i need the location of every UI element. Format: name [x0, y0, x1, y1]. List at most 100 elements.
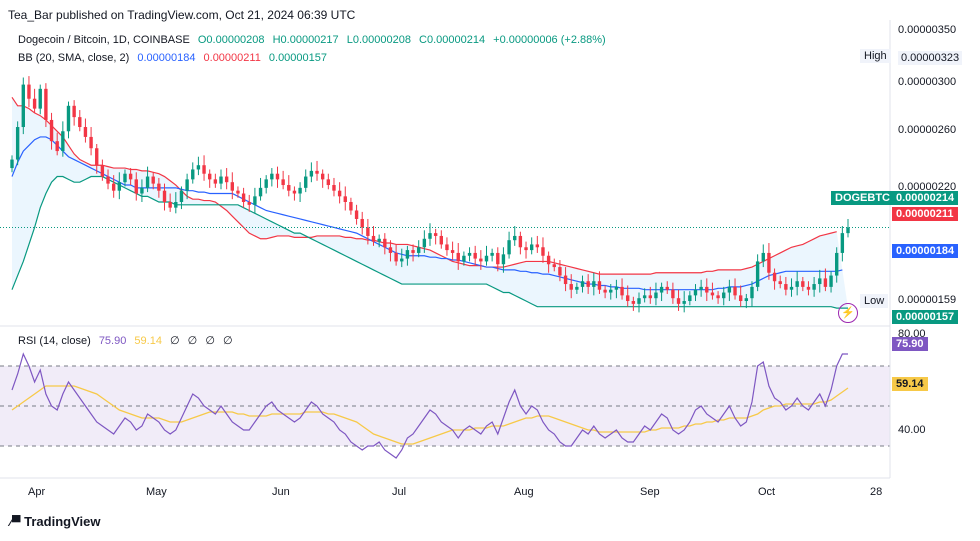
- candle-body: [592, 281, 596, 287]
- candle-body: [671, 289, 675, 299]
- candle-body: [202, 165, 206, 174]
- lightning-icon[interactable]: ⚡: [838, 303, 858, 323]
- candle-body: [332, 185, 336, 191]
- candle-body: [366, 227, 370, 236]
- candle-body: [761, 252, 765, 262]
- candle-body: [174, 202, 178, 208]
- candle-body: [179, 190, 184, 202]
- change-value: +0.00000006 (+2.88%): [493, 34, 606, 46]
- candle-body: [546, 255, 551, 265]
- candle-body: [270, 173, 274, 180]
- candle-body: [83, 127, 88, 137]
- low-label: Low: [860, 294, 889, 308]
- candle-body: [795, 281, 799, 287]
- candle-body: [275, 173, 280, 180]
- last-price-badge: 0.00000214: [892, 191, 959, 205]
- candle-body: [304, 176, 308, 188]
- candle-body: [38, 88, 42, 109]
- candle-body: [72, 105, 76, 118]
- candle-body: [27, 84, 31, 99]
- candle-body: [513, 235, 517, 241]
- time-label-sep: Sep: [640, 486, 660, 498]
- candle-body: [15, 127, 20, 160]
- bb-lower-value: 0.00000157: [268, 52, 328, 64]
- candle-body: [699, 286, 703, 290]
- rsi-line: [11, 352, 848, 459]
- candle-body: [298, 187, 302, 194]
- candle-body: [258, 187, 263, 197]
- symbol-badge: DOGEBTC: [831, 191, 894, 205]
- candle-body: [620, 286, 624, 296]
- candle-body: [784, 284, 788, 290]
- candle-body: [648, 295, 652, 299]
- rsi-tick-40: 40.00: [898, 424, 926, 436]
- price-tick-3: 0.00000260: [898, 124, 957, 136]
- candle-body: [812, 284, 816, 290]
- candle-body: [569, 284, 573, 290]
- rsi-band-fill: [0, 366, 890, 446]
- candle-body: [123, 173, 127, 183]
- candle-body: [541, 247, 545, 256]
- candle-body: [134, 179, 138, 194]
- candle-body: [484, 255, 489, 262]
- time-label-may: May: [146, 486, 167, 498]
- candle-body: [563, 275, 568, 285]
- time-label-28: 28: [870, 486, 883, 498]
- candle-body: [586, 281, 590, 287]
- candle-body: [609, 289, 613, 293]
- candle-body: [456, 252, 460, 262]
- publisher-line: Tea_Bar published on TradingView.com, Oc…: [8, 8, 356, 22]
- candle-body: [597, 281, 602, 290]
- candle-layer: [10, 76, 850, 313]
- candle-body: [61, 131, 65, 152]
- candle-body: [733, 286, 737, 296]
- candle-body: [829, 275, 833, 287]
- candle-body: [349, 202, 353, 211]
- candle-body: [558, 267, 562, 276]
- candle-body: [253, 196, 257, 205]
- bb-legend: BB (20, SMA, close, 2) 0.00000184 0.0000…: [18, 52, 332, 64]
- candle-body: [445, 244, 449, 251]
- candle-body: [111, 183, 116, 191]
- candle-body: [772, 272, 777, 282]
- bb-basis-line: [11, 136, 843, 291]
- candle-body: [501, 254, 506, 265]
- candle-body: [320, 173, 325, 180]
- candle-body: [654, 292, 658, 299]
- candle-body: [688, 295, 692, 302]
- candle-body: [89, 136, 93, 149]
- bb-lower-badge: 0.00000157: [892, 310, 959, 324]
- candle-body: [439, 235, 443, 245]
- candle-body: [281, 179, 285, 186]
- bb-basis-value: 0.00000184: [137, 52, 196, 64]
- candle-body: [473, 252, 477, 259]
- candle-body: [801, 281, 805, 287]
- candle-body: [354, 210, 359, 219]
- rsi-extra-2: ∅: [187, 335, 198, 347]
- candle-body: [287, 185, 291, 191]
- candle-body: [168, 202, 172, 208]
- candle-body: [710, 292, 715, 296]
- time-label-jun: Jun: [272, 486, 290, 498]
- candle-body: [738, 295, 743, 302]
- candle-body: [191, 169, 195, 180]
- symbol-title: Dogecoin / Bitcoin, 1D, COINBASE: [18, 34, 190, 46]
- bb-lower-line: [11, 175, 848, 309]
- candle-body: [823, 278, 828, 287]
- bb-upper-value: 0.00000211: [203, 52, 261, 64]
- candle-body: [10, 159, 14, 169]
- price-tick-2: 0.00000300: [898, 76, 957, 88]
- candle-body: [422, 238, 427, 248]
- high-value-label: 0.00000323: [898, 51, 963, 65]
- candle-body: [44, 88, 48, 120]
- candle-body: [496, 252, 500, 265]
- rsi-ma-badge: 59.14: [892, 377, 928, 391]
- footer-brand-text: TradingView: [24, 514, 101, 529]
- time-label-oct: Oct: [758, 486, 776, 498]
- candle-body: [682, 301, 686, 304]
- candle-body: [659, 286, 664, 293]
- candle-body: [162, 190, 167, 202]
- candle-body: [388, 247, 393, 253]
- bb-label: BB (20, SMA, close, 2): [18, 52, 130, 64]
